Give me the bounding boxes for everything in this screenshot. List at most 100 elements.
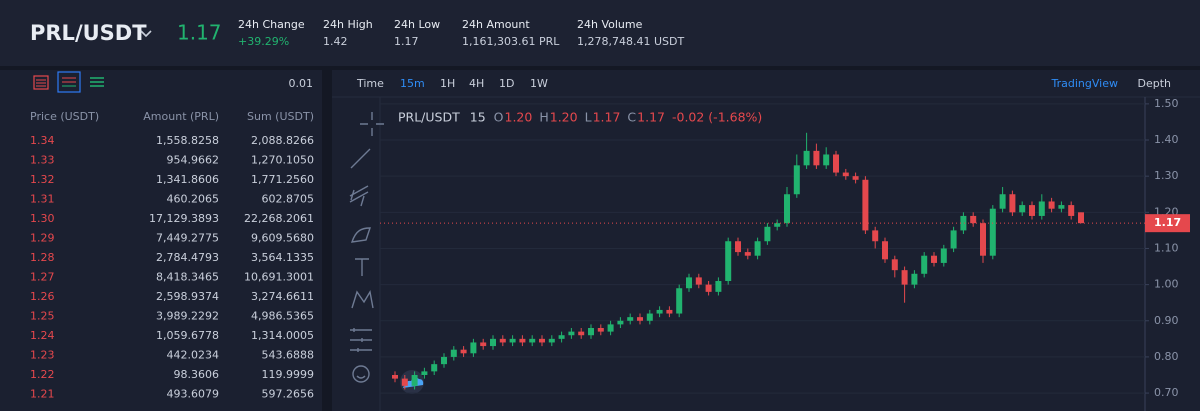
ask-price: 1.22 — [30, 368, 55, 381]
legend-value: 1.20 — [505, 110, 533, 125]
ask-sum: 3,564.1335 — [251, 251, 314, 264]
ask-amount: 493.6079 — [167, 388, 220, 401]
tool-emoji-smile — [356, 375, 366, 379]
precision[interactable]: 0.01 — [289, 77, 314, 90]
book-view-bids[interactable] — [90, 77, 104, 87]
interval-tab[interactable]: 1W — [530, 77, 548, 90]
last-price-label: 1.17 — [1154, 216, 1181, 229]
candle-body — [421, 371, 428, 375]
tool-emoji[interactable] — [352, 365, 370, 383]
candle-body — [1068, 205, 1075, 216]
column-header: Price (USDT) — [30, 110, 99, 123]
candle-body — [676, 288, 683, 314]
interval-tab[interactable]: 4H — [469, 77, 484, 90]
ask-amount: 460.2065 — [167, 193, 220, 206]
candle-body — [882, 241, 888, 260]
candle-body — [411, 374, 418, 386]
candle-body — [578, 331, 585, 336]
ask-price: 1.28 — [30, 251, 55, 264]
candle-body — [607, 324, 614, 332]
candle-body — [656, 309, 663, 314]
candle-body — [980, 223, 986, 256]
candle-body — [499, 338, 506, 343]
ask-amount: 442.0234 — [167, 349, 220, 362]
candle-body — [666, 309, 673, 314]
y-tick-label: 0.90 — [1154, 314, 1179, 327]
tool-prediction[interactable] — [350, 328, 372, 352]
y-tick-label: 0.70 — [1154, 386, 1179, 399]
candle-body — [862, 179, 869, 231]
candle-body — [588, 328, 594, 336]
ask-amount: 17,129.3893 — [149, 212, 219, 225]
y-tick-label: 1.30 — [1154, 169, 1179, 182]
ask-amount: 1,558.8258 — [156, 134, 219, 147]
view-tab[interactable]: TradingView — [1051, 77, 1118, 90]
legend-value: 1.20 — [550, 110, 578, 125]
candle-body — [460, 349, 467, 354]
candle-body — [803, 150, 810, 166]
stat-label: 24h Low — [394, 18, 440, 31]
y-tick-label: 1.10 — [1154, 241, 1179, 254]
ask-price: 1.34 — [30, 134, 55, 147]
tool-pattern[interactable] — [351, 290, 374, 309]
ask-sum: 9,609.5680 — [251, 232, 314, 245]
pair[interactable]: PRL/USDT — [30, 21, 147, 45]
last-price: 1.17 — [177, 21, 222, 45]
ask-amount: 7,449.2775 — [156, 232, 219, 245]
ask-sum: 597.2656 — [262, 388, 315, 401]
stat-label: 24h Amount — [462, 18, 530, 31]
legend-key: C — [627, 110, 636, 125]
candle-body — [999, 194, 1006, 209]
view-tab[interactable]: Depth — [1137, 77, 1171, 90]
ask-sum: 1,314.0005 — [251, 329, 314, 342]
candle-body — [450, 349, 457, 357]
candle-body — [960, 215, 967, 231]
candle-body — [617, 320, 624, 325]
interval-tab[interactable]: 15m — [400, 77, 425, 90]
candle-body — [823, 154, 830, 166]
ask-sum: 602.8705 — [262, 193, 315, 206]
stat-value: 1,161,303.61 PRL — [462, 35, 560, 48]
ask-amount: 1,059.6778 — [156, 329, 219, 342]
column-header: Sum (USDT) — [247, 110, 314, 123]
drawing-tools — [349, 112, 384, 383]
legend-change: -0.02 (-1.68%) — [672, 110, 762, 125]
candle-body — [627, 317, 634, 321]
tool-brush[interactable] — [350, 227, 371, 243]
ask-price: 1.26 — [30, 290, 55, 303]
book-view-all[interactable] — [33, 75, 49, 90]
tool-trend-line[interactable] — [350, 148, 371, 169]
candle-body — [931, 255, 937, 263]
book-view-both[interactable] — [57, 71, 81, 93]
ask-sum: 543.6888 — [262, 349, 315, 362]
candle-body — [597, 328, 604, 332]
candle-body — [1029, 205, 1035, 216]
candle-body — [891, 259, 898, 271]
interval-tab[interactable]: 1D — [499, 77, 514, 90]
candle-body — [793, 165, 800, 195]
tool-fib[interactable] — [349, 185, 369, 207]
ask-amount: 1,341.8606 — [156, 173, 219, 186]
candle-body — [539, 338, 545, 343]
ask-price: 1.25 — [30, 310, 55, 323]
pair-chevron[interactable] — [140, 30, 152, 38]
candle-body — [431, 364, 438, 372]
intervals: 15m 1H 4H 1D 1W — [400, 77, 548, 90]
candle-body — [872, 230, 879, 242]
candle-body — [441, 356, 447, 365]
candle-body — [401, 378, 408, 386]
legend-title: PRL/USDT — [398, 110, 460, 125]
candle-body — [509, 338, 516, 343]
candle-body — [921, 255, 928, 274]
interval-tab[interactable]: 1H — [440, 77, 455, 90]
tool-text[interactable] — [355, 258, 369, 276]
ask-sum: 22,268.2061 — [244, 212, 314, 225]
candle-body — [529, 338, 536, 343]
candle-body — [646, 313, 653, 321]
candle-body — [686, 277, 692, 289]
stat-value: 1.42 — [323, 35, 348, 48]
y-tick-label: 1.50 — [1154, 97, 1179, 110]
candle-body — [813, 150, 820, 166]
tool-crosshair[interactable] — [360, 112, 384, 136]
